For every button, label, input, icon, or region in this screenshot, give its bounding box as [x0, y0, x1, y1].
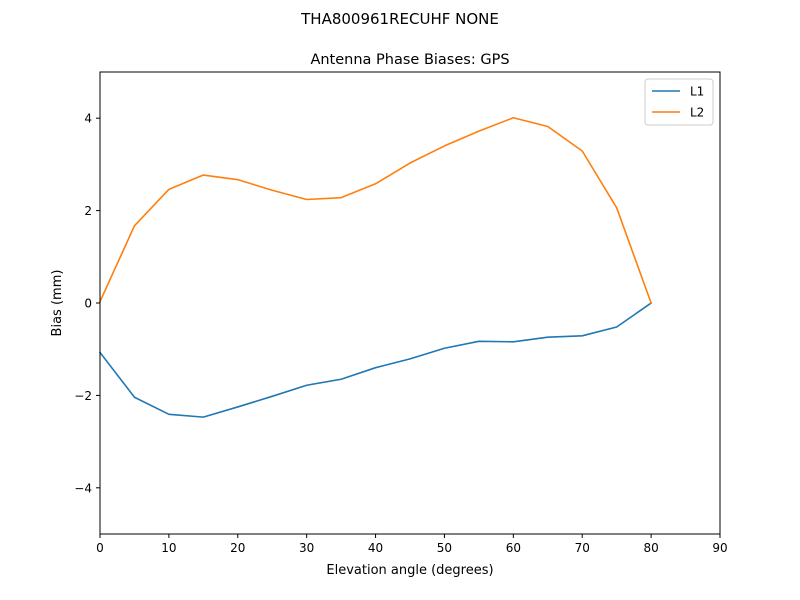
series-line-l2	[98, 116, 653, 305]
plot-frame	[99, 71, 721, 535]
y-tick-label: 4	[84, 112, 92, 126]
x-tick-label: 40	[368, 541, 383, 555]
y-tick-label: −2	[74, 389, 92, 403]
y-tick-label: 2	[84, 204, 92, 218]
x-tick-label: 10	[161, 541, 176, 555]
legend-label-l1: L1	[690, 85, 704, 99]
chart-title: Antenna Phase Biases: GPS	[310, 52, 509, 68]
y-axis: −4 −2 0 2 4	[74, 112, 100, 495]
x-tick-label: 20	[230, 541, 245, 555]
x-tick-label: 60	[506, 541, 521, 555]
y-tick-label: −4	[74, 481, 92, 495]
x-tick-label: 30	[299, 541, 314, 555]
legend-label-l2: L2	[690, 106, 704, 120]
x-tick-label: 0	[96, 541, 104, 555]
series-line-l1	[98, 301, 653, 418]
x-tick-label: 90	[712, 541, 727, 555]
x-tick-label: 80	[643, 541, 658, 555]
x-axis: 0 10 20 30 40 50 60 70 80 90	[96, 534, 728, 555]
x-axis-label: Elevation angle (degrees)	[326, 563, 493, 578]
legend: L1 L2	[644, 78, 714, 126]
x-tick-label: 50	[437, 541, 452, 555]
plot-lines	[98, 116, 653, 418]
y-tick-label: 0	[84, 297, 92, 311]
figure-suptitle: THA800961RECUHF NONE	[300, 10, 499, 28]
x-tick-label: 70	[575, 541, 590, 555]
y-axis-label: Bias (mm)	[50, 270, 65, 337]
